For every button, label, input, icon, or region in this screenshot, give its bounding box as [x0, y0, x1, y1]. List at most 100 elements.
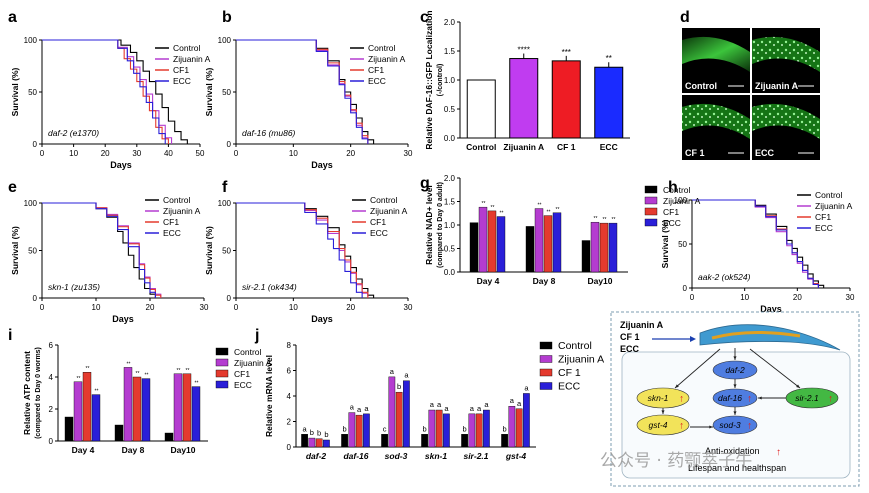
legend-swatch — [644, 207, 658, 216]
x-tick-label: Day 4 — [72, 445, 95, 455]
bar — [599, 222, 609, 273]
sig-label: *** — [562, 48, 571, 57]
node-skn-1: skn-1 ↑ — [636, 387, 690, 409]
sig-letter: a — [364, 404, 369, 413]
y-tick-label: 2.0 — [444, 174, 456, 183]
node-daf-16: daf-16 ↑ — [712, 388, 758, 408]
series-line-ecc — [692, 199, 819, 288]
y-tick-label: 8 — [287, 341, 292, 350]
panel-label-i: i — [8, 327, 12, 344]
legend-label: Zijuanin A — [368, 54, 406, 64]
y-tick-label: 1.5 — [444, 198, 456, 207]
legend-swatch — [539, 341, 553, 350]
sig-mark: ** — [177, 368, 181, 374]
x-axis-label: Days — [112, 314, 134, 324]
y-tick-label: 0 — [33, 140, 38, 149]
svg-text:↑: ↑ — [679, 421, 684, 432]
survival-chart-a: 0 10 20 30 40 50 0 50 100 Days Survival (%) daf-2 (… — [10, 36, 211, 170]
y-tick-label: 100 — [24, 36, 38, 45]
bar — [395, 391, 403, 448]
sig-letter: a — [430, 400, 435, 409]
sig-letter: b — [310, 428, 314, 437]
series-line-ecc — [236, 202, 363, 298]
legend-label: CF1 — [368, 65, 384, 75]
x-tick-label: daf-16 — [343, 451, 368, 461]
bar — [508, 406, 516, 448]
micrograph-label: ECC — [755, 148, 775, 158]
treatment-label: Zijuanin A — [620, 320, 664, 330]
x-tick-label: Day10 — [170, 445, 195, 455]
treatment-label: CF 1 — [620, 332, 640, 342]
series-line-control — [42, 39, 188, 144]
legend-label: Zijuanin A — [370, 206, 408, 216]
x-tick-label: 30 — [846, 293, 855, 302]
bar — [443, 413, 450, 448]
sig-mark: ** — [538, 203, 542, 209]
legend-label: ECC — [163, 228, 181, 238]
bar — [132, 376, 142, 442]
x-tick-label: Control — [466, 142, 496, 152]
x-tick-label: 30 — [404, 303, 413, 312]
x-tick-label: 20 — [793, 293, 802, 302]
sig-label: **** — [518, 46, 530, 55]
legend-label: ECC — [815, 223, 833, 233]
bar — [468, 413, 476, 448]
bar — [73, 381, 83, 442]
strain-annotation: skn-1 (zu135) — [48, 282, 100, 292]
legend-label: ECC — [234, 380, 252, 390]
y-tick-label: 0 — [227, 294, 232, 303]
legend-swatch — [539, 355, 553, 363]
y-axis-label: Survival (%) — [10, 68, 20, 117]
sig-letter: a — [477, 404, 482, 413]
sig-letter: b — [423, 424, 427, 433]
sig-letter: a — [350, 403, 355, 412]
svg-text:↑: ↑ — [679, 394, 684, 405]
bar — [141, 378, 151, 442]
y-tick-label: 2 — [287, 418, 292, 427]
bar — [123, 367, 133, 442]
y-tick-label: 50 — [28, 88, 37, 97]
y-tick-label: 0.0 — [444, 134, 456, 143]
svg-text:gst-4: gst-4 — [649, 420, 668, 430]
bar — [315, 438, 323, 448]
legend-label: Zijuanin A — [815, 201, 853, 211]
bar — [515, 408, 523, 448]
y-tick-label: 50 — [222, 247, 231, 256]
y-axis-label: Survival (%) — [204, 226, 214, 275]
svg-text:sir-2.1: sir-2.1 — [795, 393, 819, 403]
bar — [501, 434, 508, 448]
sig-letter: a — [404, 371, 409, 380]
legend-label: Control — [368, 43, 396, 53]
panel-label-a: a — [8, 9, 17, 26]
sig-mark: ** — [482, 201, 486, 207]
y-tick-label: 6 — [49, 341, 54, 350]
bar — [388, 376, 396, 448]
x-tick-label: Day 4 — [477, 276, 500, 286]
y-tick-label: 6 — [287, 367, 292, 376]
y-tick-label: 1.0 — [444, 221, 456, 230]
sig-mark: ** — [594, 216, 598, 222]
micrograph-label: Control — [685, 81, 717, 91]
bar — [608, 222, 618, 273]
bar — [114, 424, 124, 442]
legend-label: ECC — [368, 76, 386, 86]
sig-mark: ** — [500, 211, 504, 217]
sig-mark: ** — [95, 389, 99, 395]
series-line-control — [236, 39, 375, 144]
bar — [173, 373, 183, 442]
legend-label: CF1 — [663, 207, 679, 217]
y-tick-label: 0.0 — [444, 268, 456, 277]
legend-label: ECC — [558, 381, 581, 393]
svg-text:↑: ↑ — [747, 394, 752, 405]
legend-label: ECC — [663, 218, 681, 228]
y-axis-label: Relative mRNA level — [264, 355, 274, 437]
y-tick-label: 1.0 — [444, 76, 456, 85]
strain-annotation: daf-2 (e1370) — [48, 128, 99, 138]
x-tick-label: 30 — [200, 303, 209, 312]
bar — [82, 372, 92, 442]
x-tick-label: 0 — [40, 303, 45, 312]
micrograph-control: Control — [682, 28, 750, 93]
